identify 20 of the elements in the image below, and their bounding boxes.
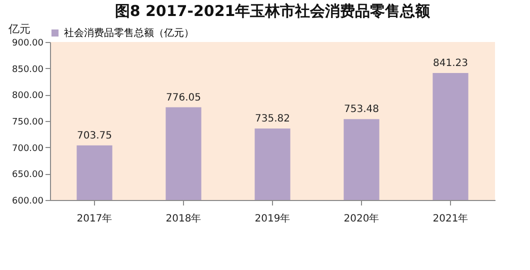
- y-tick-label: 900.00: [12, 38, 44, 48]
- y-tick-label: 700.00: [12, 144, 44, 154]
- x-tick-label: 2017年: [76, 212, 112, 224]
- y-tick-label: 850.00: [12, 64, 44, 75]
- data-label: 776.05: [166, 92, 201, 104]
- x-tick-label: 2019年: [254, 212, 290, 224]
- y-tick-label: 650.00: [12, 170, 44, 180]
- data-label: 753.48: [344, 104, 379, 116]
- legend-label: 社会消费品零售总额（亿元）: [64, 27, 194, 39]
- data-label: 841.23: [433, 58, 468, 69]
- x-tick-label: 2021年: [432, 212, 468, 224]
- chart-title: 图8 2017-2021年玉林市社会消费品零售总额: [114, 2, 432, 20]
- y-tick-label: 800.00: [12, 91, 44, 102]
- data-label: 703.75: [77, 130, 112, 142]
- data-label: 735.82: [255, 113, 290, 124]
- y-tick-label: 600.00: [12, 196, 44, 206]
- y-axis-title: 亿元: [8, 22, 30, 36]
- x-tick-label: 2020年: [344, 212, 380, 224]
- x-tick-label: 2018年: [166, 212, 202, 224]
- y-tick-label: 750.00: [12, 118, 44, 128]
